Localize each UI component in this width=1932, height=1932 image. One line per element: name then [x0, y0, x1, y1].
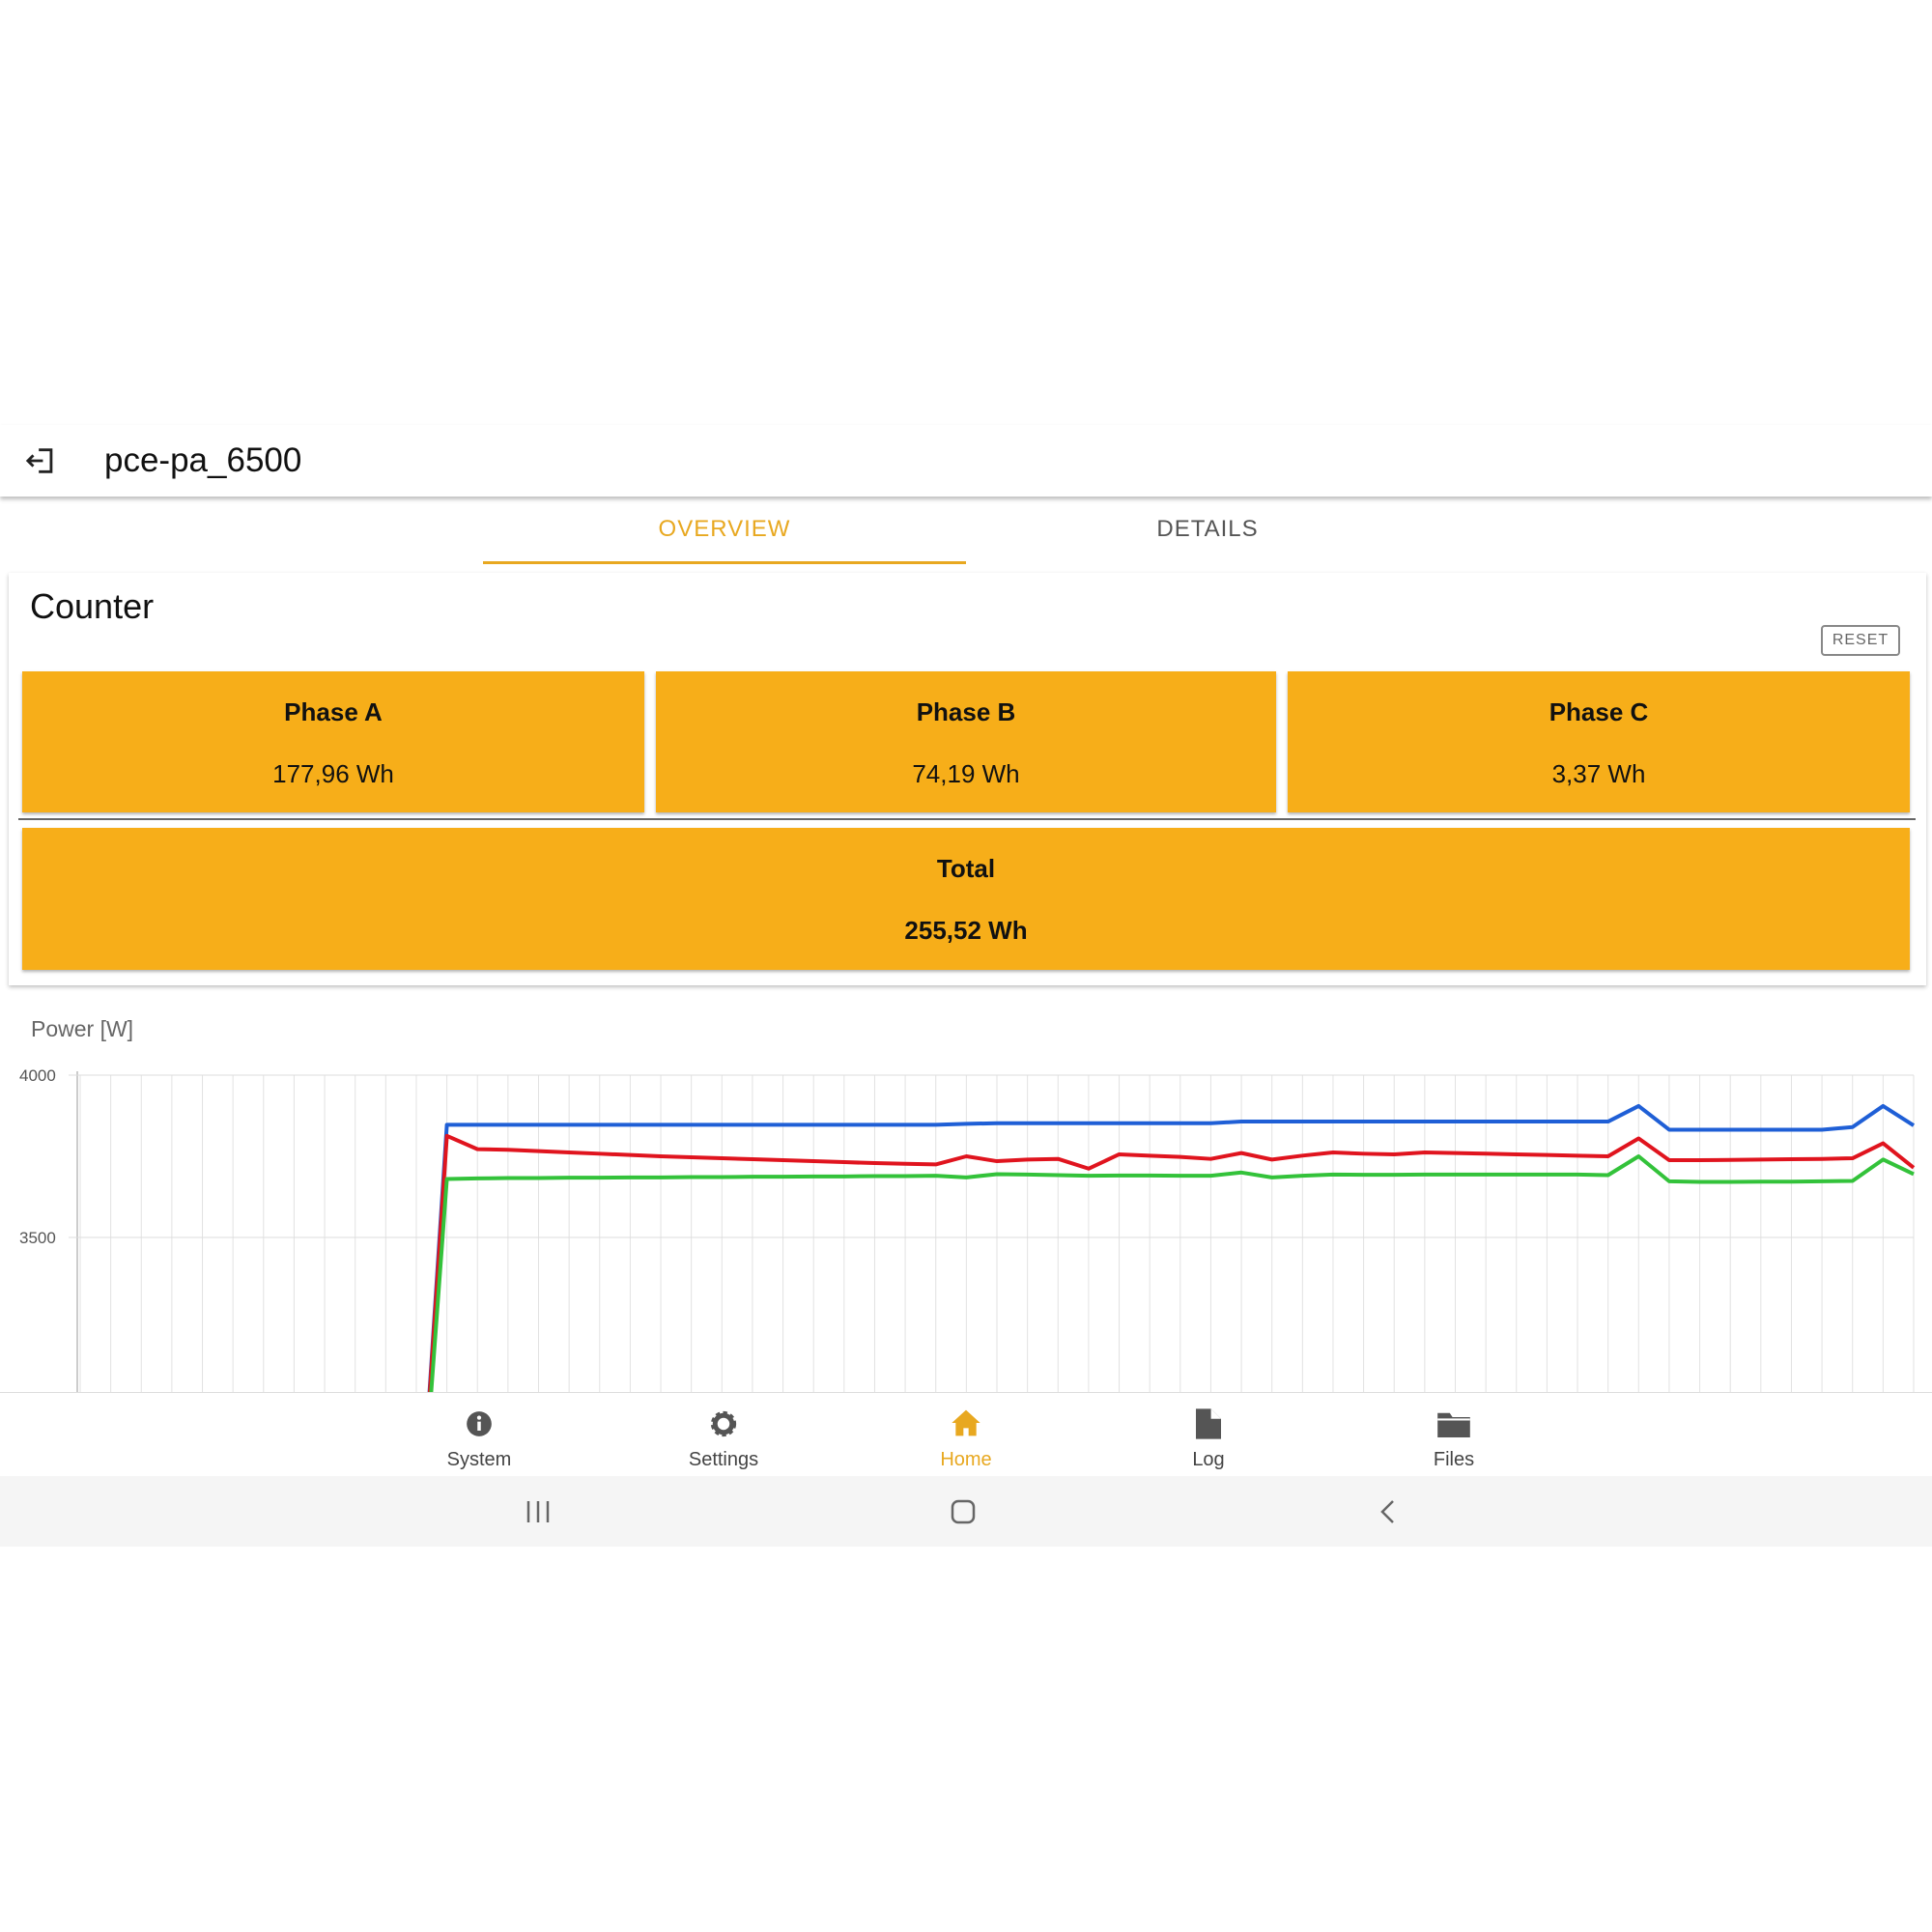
phase-tile: Phase B 74,19 Wh: [656, 671, 1276, 812]
y-tick-label: 3000: [19, 1391, 56, 1392]
system-icon[interactable]: [466, 1410, 493, 1437]
nav-label[interactable]: Home: [940, 1449, 992, 1470]
tile-value: 3,37 Wh: [1551, 759, 1646, 788]
nav-label[interactable]: Log: [1192, 1449, 1225, 1470]
chart: Power [W] 3000 3500 4000: [19, 1016, 1916, 1392]
log-icon[interactable]: [1196, 1408, 1221, 1439]
tile-label: Phase B: [916, 697, 1016, 726]
total-tile: Total 255,52 Wh: [22, 828, 1910, 970]
tile-value: 74,19 Wh: [912, 759, 1020, 788]
tile-label: Phase A: [284, 697, 383, 726]
home-icon[interactable]: [951, 1408, 981, 1437]
tile-label: Phase C: [1548, 697, 1649, 726]
chart-card: Power [W] 3000 3500 4000: [9, 996, 1926, 1392]
nav-label[interactable]: System: [446, 1449, 512, 1470]
nav-label[interactable]: Files: [1433, 1449, 1475, 1470]
phase-tile: Phase C 3,37 Wh: [1288, 671, 1910, 812]
tab-indicator: [483, 561, 966, 564]
tab[interactable]: DETAILS: [1156, 516, 1259, 542]
tile-value: 177,96 Wh: [272, 759, 394, 788]
recent-apps[interactable]: [525, 1499, 552, 1524]
y-tick-label: 3500: [19, 1229, 56, 1247]
phase-tile: Phase A 177,96 Wh: [22, 671, 644, 812]
logout-icon[interactable]: [25, 444, 58, 477]
back-button[interactable]: [1378, 1499, 1399, 1524]
series-line: [427, 1103, 1916, 1392]
bottom-nav: System Settings Home Log Files: [0, 1392, 1932, 1477]
device-title: pce-pa_6500: [104, 441, 302, 479]
card-title: Counter: [30, 586, 155, 626]
chart-title: Power [W]: [31, 1016, 133, 1041]
tile-value: 255,52 Wh: [904, 916, 1028, 945]
files-icon[interactable]: [1437, 1410, 1470, 1437]
app-bar: pce-pa_6500: [0, 425, 1932, 497]
tab[interactable]: OVERVIEW: [658, 516, 791, 542]
nav-label[interactable]: Settings: [688, 1449, 759, 1470]
system-bar: [0, 1476, 1932, 1547]
home-button[interactable]: [951, 1499, 976, 1524]
counter-card: Counter RESET Phase A 177,96 Wh Phase B …: [9, 573, 1926, 985]
tile-label: Total: [936, 854, 996, 883]
divider: [18, 818, 1916, 820]
series-line: [429, 1154, 1915, 1392]
series-line: [427, 1133, 1916, 1392]
reset-button[interactable]: RESET: [1821, 625, 1900, 656]
y-tick-label: 4000: [19, 1066, 56, 1085]
tabs: OVERVIEW DETAILS: [0, 497, 1932, 570]
settings-icon[interactable]: [709, 1409, 738, 1438]
